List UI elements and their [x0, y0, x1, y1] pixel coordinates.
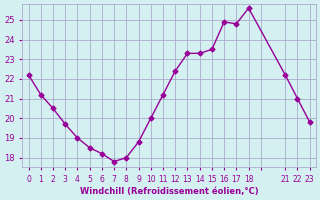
X-axis label: Windchill (Refroidissement éolien,°C): Windchill (Refroidissement éolien,°C) — [80, 187, 259, 196]
